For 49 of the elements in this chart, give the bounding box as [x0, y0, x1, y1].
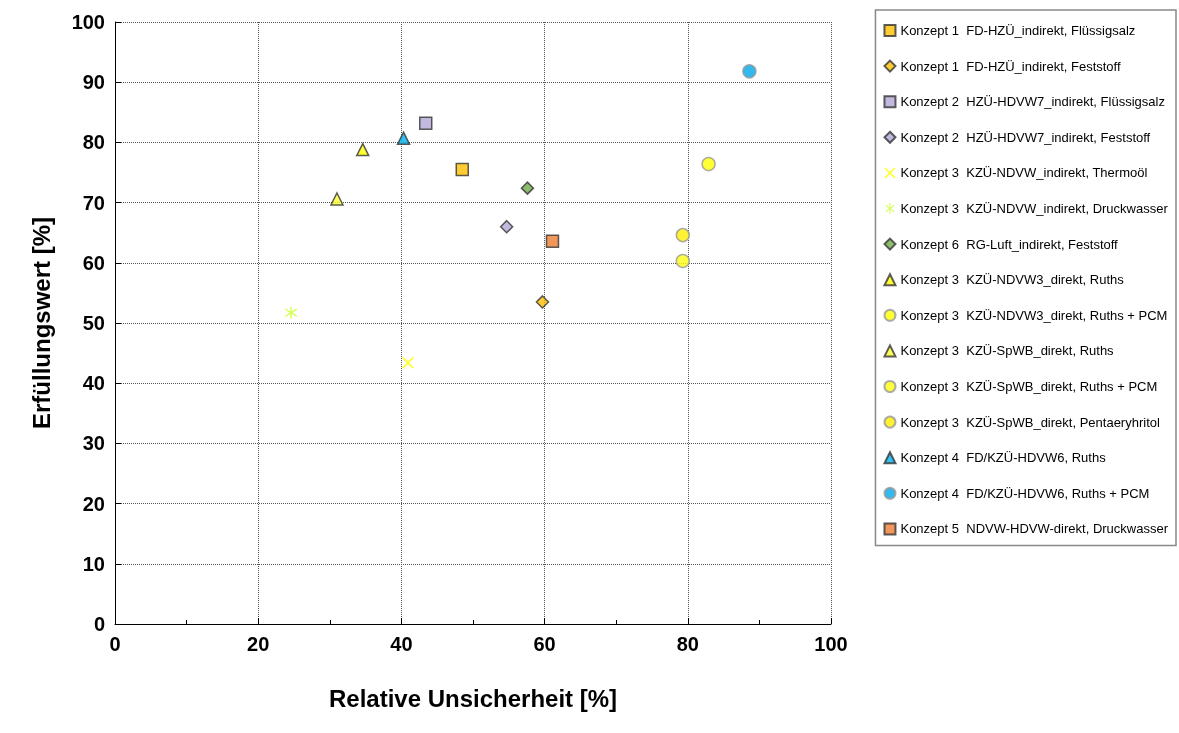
legend-label: Konzept 4 FD/KZÜ-HDVW6, Ruths + PCM	[900, 485, 1150, 501]
y-tick-label: 70	[82, 191, 105, 214]
y-axis-title: Erfüllungswert [%]	[27, 216, 55, 430]
legend-label: Konzept 3 KZÜ-SpWB_direkt, Pentaeryhritol	[900, 414, 1160, 430]
y-tick-label: 100	[71, 11, 105, 33]
legend-label: Konzept 2 HZÜ-HDVW7_indirekt, Flüssigsalz	[900, 94, 1165, 110]
x-tick-label: 80	[676, 633, 699, 655]
legend-label: Konzept 3 KZÜ-NDVW_indirekt, Druckwasser	[900, 201, 1169, 216]
legend-label: Konzept 3 KZÜ-SpWB_direkt, Ruths + PCM	[900, 379, 1158, 394]
point	[396, 131, 411, 145]
y-tick-label: 60	[82, 251, 105, 274]
point	[401, 356, 414, 369]
legend-label: Konzept 3 KZÜ-SpWB_direkt, Ruths	[900, 343, 1115, 359]
x-tick-label: 20	[247, 633, 270, 655]
y-tick-label: 80	[82, 131, 105, 154]
point	[675, 227, 691, 243]
legend-label: Konzept 6 RG-Luft_indirekt, Feststoff	[900, 236, 1119, 252]
point	[285, 306, 298, 319]
legend-label: Konzept 3 KZÜ-NDVW3_direkt, Ruths	[900, 272, 1125, 288]
legend-label: Konzept 1 FD-HZÜ_indirekt, Feststoff	[900, 58, 1121, 74]
y-tick-label: 30	[82, 432, 105, 455]
y-tick-label: 0	[93, 613, 105, 635]
x-tick-label: 0	[109, 633, 121, 655]
legend-label: Konzept 3 KZÜ-NDVW3_direkt, Ruths + PCM	[900, 307, 1168, 323]
point	[455, 162, 470, 177]
y-tick-label: 40	[82, 372, 105, 395]
point	[418, 116, 433, 130]
y-tick-label: 20	[82, 492, 105, 515]
y-tick-label: 90	[82, 71, 105, 94]
point	[701, 156, 716, 172]
legend-label: Konzept 2 HZÜ-HDVW7_indirekt, Feststoff	[900, 129, 1151, 145]
point	[545, 234, 560, 248]
point	[675, 253, 691, 269]
legend-label: Konzept 1 FD-HZÜ_indirekt, Flüssigsalz	[900, 23, 1136, 38]
point	[520, 181, 535, 195]
y-tick-label: 10	[82, 552, 105, 575]
point	[499, 219, 514, 234]
point	[742, 64, 757, 79]
x-tick-label: 100	[814, 633, 848, 655]
x-tick-label: 40	[390, 633, 413, 655]
x-tick-label: 60	[533, 633, 556, 655]
legend-label: Konzept 5 NDVW-HDVW-direkt, Druckwasser	[900, 521, 1169, 537]
x-axis-title: Relative Unsicherheit [%]	[328, 684, 618, 712]
legend-label: Konzept 4 FD/KZÜ-HDVW6, Ruths	[900, 450, 1107, 466]
point	[330, 192, 344, 206]
point	[355, 142, 370, 157]
y-tick-label: 50	[82, 312, 105, 334]
point	[535, 295, 550, 309]
legend-label: Konzept 3 KZÜ-NDVW_indirekt, Thermoöl	[900, 165, 1148, 181]
